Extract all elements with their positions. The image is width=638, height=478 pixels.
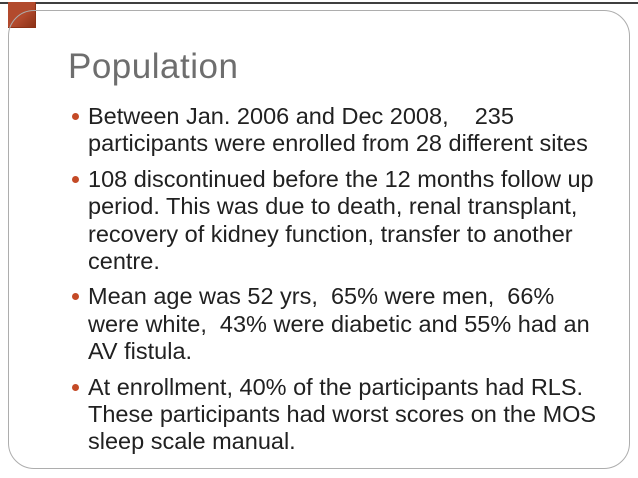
bullet-dot-icon <box>72 383 79 391</box>
bullet-list: Between Jan. 2006 and Dec 2008, 235 part… <box>72 103 622 464</box>
bullet-text: 108 discontinued before the 12 months fo… <box>88 165 594 275</box>
bullet-dot-icon <box>72 175 79 183</box>
bullet-text: At enrollment, 40% of the participants h… <box>88 373 597 455</box>
bullet-item: 108 discontinued before the 12 months fo… <box>72 165 622 276</box>
bullet-text: Mean age was 52 yrs, 65% were men, 66% w… <box>88 283 590 365</box>
top-rule <box>0 2 638 4</box>
bullet-dot-icon <box>72 113 79 120</box>
slide-title: Population <box>68 47 239 86</box>
bullet-text: Between Jan. 2006 and Dec 2008, 235 part… <box>88 103 588 157</box>
bullet-item: Between Jan. 2006 and Dec 2008, 235 part… <box>72 103 622 158</box>
bullet-item: At enrollment, 40% of the participants h… <box>72 373 622 456</box>
slide-frame-border <box>8 10 630 469</box>
bullet-item: Mean age was 52 yrs, 65% were men, 66% w… <box>72 283 622 365</box>
bullet-dot-icon <box>72 293 79 301</box>
